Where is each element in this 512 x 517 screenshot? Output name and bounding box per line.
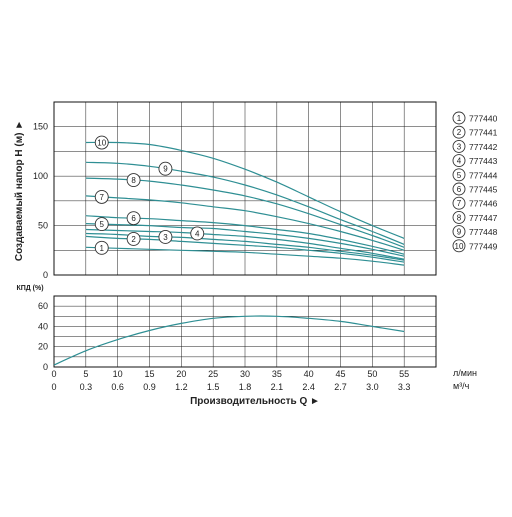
x-tick-label-lmin: 45 <box>335 369 345 379</box>
legend-marker-3 <box>452 139 466 153</box>
curve-marker-label: 3 <box>163 233 168 242</box>
x-tick-label-lmin: 20 <box>176 369 186 379</box>
legend-label: 777448 <box>469 227 498 237</box>
efficiency-curve <box>53 315 405 366</box>
legend-marker-4 <box>452 154 466 168</box>
x-tick-label-lmin: 0 <box>51 369 56 379</box>
x-axis-title: Производительность Q ► <box>190 396 320 407</box>
legend-label: 777449 <box>469 241 498 251</box>
curve-marker-9 <box>158 161 173 176</box>
legend-marker-label: 2 <box>457 128 462 137</box>
curve-marker-label: 6 <box>131 214 136 223</box>
curve-marker-label: 7 <box>100 193 105 202</box>
x-tick-label-m3h: 0.3 <box>80 382 93 392</box>
curve-marker-label: 9 <box>163 165 168 174</box>
legend-label: 777442 <box>469 142 498 152</box>
x-tick-label-lmin: 35 <box>272 369 282 379</box>
curve-marker-6 <box>126 211 141 226</box>
legend-marker-10 <box>452 239 466 253</box>
legend-marker-label: 3 <box>457 142 462 151</box>
legend-marker-label: 4 <box>457 157 462 166</box>
head-y-tick-label: 0 <box>43 270 48 280</box>
head-frame <box>53 101 437 276</box>
x-tick-label-m3h: 1.5 <box>207 382 220 392</box>
curve-marker-5 <box>94 217 109 232</box>
legend-marker-label: 7 <box>457 199 462 208</box>
curve-marker-7 <box>94 189 109 204</box>
x-tick-label-lmin: 30 <box>240 369 250 379</box>
legend-marker-label: 5 <box>457 171 462 180</box>
legend-marker-2 <box>452 125 466 139</box>
legend-label: 777444 <box>469 170 498 180</box>
legend-marker-label: 1 <box>457 114 462 123</box>
head-y-tick-label: 150 <box>33 122 48 132</box>
legend-label: 777447 <box>469 213 498 223</box>
curve-marker-label: 2 <box>131 235 136 244</box>
legend-marker-1 <box>452 111 466 125</box>
head-curve-1 <box>85 246 405 266</box>
head-curve-5 <box>85 223 405 257</box>
curve-marker-10 <box>94 135 109 150</box>
legend-marker-label: 9 <box>457 228 462 237</box>
x-tick-label-lmin: 5 <box>83 369 88 379</box>
head-curve-10 <box>85 141 405 239</box>
head-curve-4 <box>85 228 405 260</box>
x-tick-label-lmin: 50 <box>367 369 377 379</box>
eff-y-tick-label: 0 <box>43 362 48 372</box>
curve-marker-label: 5 <box>100 220 105 229</box>
x-tick-label-m3h: 2.1 <box>271 382 284 392</box>
eff-frame <box>53 295 437 368</box>
legend-marker-6 <box>452 182 466 196</box>
x-tick-label-m3h: 1.2 <box>175 382 188 392</box>
head-curve-9 <box>85 161 405 245</box>
legend-marker-5 <box>452 168 466 182</box>
x-tick-label-lmin: 40 <box>304 369 314 379</box>
x-tick-label-m3h: 0.6 <box>111 382 124 392</box>
x-tick-label-m3h: 2.4 <box>302 382 315 392</box>
head-y-tick-label: 100 <box>33 171 48 181</box>
legend-marker-9 <box>452 225 466 239</box>
legend-label: 777446 <box>469 199 498 209</box>
x-tick-label-m3h: 3.3 <box>398 382 411 392</box>
legend-label: 777440 <box>469 114 498 124</box>
x-tick-label-lmin: 15 <box>144 369 154 379</box>
legend-marker-label: 10 <box>455 242 464 251</box>
head-curve-7 <box>85 195 405 251</box>
eff-y-tick-label: 40 <box>38 321 48 331</box>
x-tick-label-m3h: 0 <box>51 382 56 392</box>
x-tick-label-lmin: 25 <box>208 369 218 379</box>
head-y-tick-label: 50 <box>38 221 48 231</box>
x-tick-label-lmin: 10 <box>113 369 123 379</box>
curve-marker-8 <box>126 173 141 188</box>
x-tick-label-lmin: 55 <box>399 369 409 379</box>
legend-marker-8 <box>452 210 466 224</box>
curve-marker-3 <box>158 229 173 244</box>
legend-label: 777445 <box>469 185 498 195</box>
curve-marker-label: 1 <box>100 244 105 253</box>
curve-marker-label: 4 <box>195 229 200 238</box>
legend-marker-7 <box>452 196 466 210</box>
legend-label: 777441 <box>469 128 498 138</box>
head-y-axis-title: Создаваемый напор H (м) ► <box>14 120 25 261</box>
x-tick-label-m3h: 0.9 <box>143 382 156 392</box>
eff-y-tick-label: 60 <box>38 301 48 311</box>
curve-marker-1 <box>94 240 109 255</box>
x-unit-lmin: л/мин <box>453 368 477 378</box>
x-tick-label-m3h: 1.8 <box>239 382 252 392</box>
curve-marker-label: 8 <box>131 176 136 185</box>
legend-label: 777443 <box>469 156 498 166</box>
legend-marker-label: 8 <box>457 213 462 222</box>
legend-marker-label: 6 <box>457 185 462 194</box>
curve-marker-label: 10 <box>97 139 106 148</box>
curve-marker-2 <box>126 231 141 246</box>
x-unit-m3h: м³/ч <box>453 381 470 391</box>
x-tick-label-m3h: 2.7 <box>334 382 347 392</box>
eff-y-tick-label: 20 <box>38 342 48 352</box>
x-tick-label-m3h: 3.0 <box>366 382 379 392</box>
curve-marker-4 <box>190 226 205 241</box>
eff-y-axis-title: КПД (%) <box>16 285 43 292</box>
head-curve-3 <box>85 232 405 261</box>
